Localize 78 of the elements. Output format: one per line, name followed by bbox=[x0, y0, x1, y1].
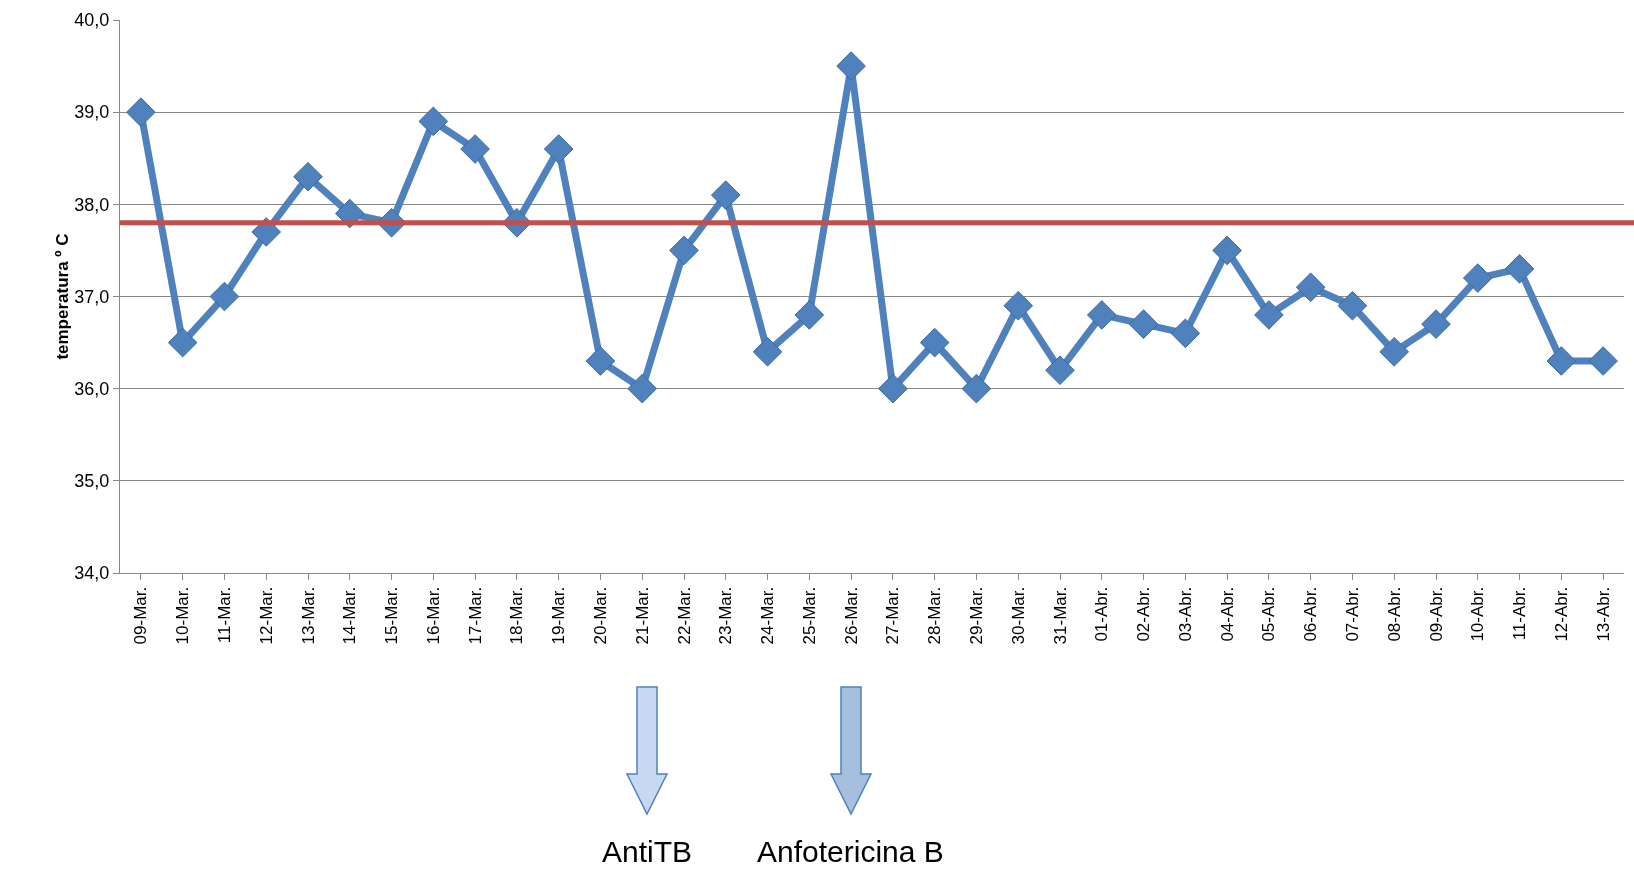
x-tick-label: 25-Mar. bbox=[799, 586, 819, 645]
point bbox=[1379, 337, 1410, 367]
y-tick-label: 39,0 bbox=[74, 102, 110, 123]
x-tick-label: 09-Mar. bbox=[131, 586, 151, 645]
point bbox=[627, 373, 658, 404]
point bbox=[752, 337, 783, 367]
x-tick-label: 21-Mar. bbox=[632, 586, 652, 645]
point bbox=[1003, 290, 1034, 321]
x-tick-label: 22-Mar. bbox=[674, 586, 694, 645]
x-tick-label: 20-Mar. bbox=[590, 586, 610, 645]
y-tick-label: 35,0 bbox=[74, 471, 110, 492]
x-tick-label: 09-Abr. bbox=[1426, 586, 1446, 642]
x-tick-label: 05-Abr. bbox=[1259, 586, 1279, 642]
point bbox=[1045, 355, 1075, 386]
x-tick-label: 07-Abr. bbox=[1342, 586, 1362, 642]
point bbox=[209, 281, 240, 312]
x-tick-label: 04-Abr. bbox=[1217, 586, 1237, 642]
point bbox=[1504, 254, 1535, 284]
x-tick-label: 17-Mar. bbox=[465, 586, 485, 645]
x-tick-label: 10-Mar. bbox=[173, 586, 193, 645]
point bbox=[836, 51, 866, 81]
point bbox=[167, 327, 198, 358]
x-tick-label: 31-Mar. bbox=[1050, 586, 1070, 645]
point bbox=[1212, 235, 1242, 266]
point bbox=[460, 134, 490, 164]
x-tick-label: 18-Mar. bbox=[507, 586, 527, 645]
x-tick-label: 12-Abr. bbox=[1551, 586, 1571, 642]
x-tick-label: 23-Mar. bbox=[716, 586, 736, 645]
point bbox=[293, 161, 323, 192]
x-tick-label: 11-Abr. bbox=[1510, 586, 1530, 641]
x-tick-label: 10-Abr. bbox=[1468, 586, 1488, 642]
x-tick-label: 16-Mar. bbox=[423, 586, 443, 645]
point bbox=[1546, 346, 1577, 376]
point bbox=[1170, 318, 1201, 349]
point bbox=[1254, 300, 1284, 330]
x-tick-label: 26-Mar. bbox=[841, 586, 861, 645]
point bbox=[669, 235, 699, 266]
x-tick-label: 02-Abr. bbox=[1134, 586, 1154, 642]
text: Anfotericina B bbox=[757, 835, 944, 868]
y-tick-label: 34,0 bbox=[74, 563, 110, 584]
point bbox=[919, 327, 950, 358]
point bbox=[1295, 272, 1326, 303]
y-tick-label: 38,0 bbox=[74, 194, 110, 215]
x-tick-label: 08-Abr. bbox=[1384, 586, 1404, 642]
x-tick-label: 30-Mar. bbox=[1008, 586, 1028, 645]
point bbox=[1128, 309, 1159, 339]
x-tick-label: 27-Mar. bbox=[883, 586, 903, 645]
point bbox=[794, 300, 825, 330]
point bbox=[126, 97, 156, 127]
point bbox=[1086, 300, 1117, 330]
x-tick-label: 01-Abr. bbox=[1092, 586, 1112, 642]
point bbox=[1588, 346, 1618, 376]
y-tick-label: 40,0 bbox=[74, 10, 110, 31]
y-tick-label: 37,0 bbox=[74, 286, 110, 307]
x-tick-label: 24-Mar. bbox=[758, 586, 778, 645]
y-axis-title: temperatura º C bbox=[53, 233, 73, 360]
x-tick-label: 29-Mar. bbox=[966, 586, 986, 645]
x-tick-label: 14-Mar. bbox=[340, 586, 360, 645]
x-tick-label: 11-Mar. bbox=[214, 586, 234, 644]
x-tick-label: 13-Mar. bbox=[298, 586, 318, 645]
point bbox=[878, 373, 908, 404]
x-tick-label: 03-Abr. bbox=[1175, 586, 1195, 642]
x-tick-label: 13-Abr. bbox=[1593, 586, 1613, 642]
x-tick-label: 28-Mar. bbox=[925, 586, 945, 645]
point bbox=[543, 134, 574, 164]
point bbox=[585, 346, 616, 376]
y-tick-label: 36,0 bbox=[74, 378, 110, 399]
point bbox=[710, 180, 741, 210]
text: AntiTB bbox=[602, 835, 693, 868]
point bbox=[1462, 263, 1493, 293]
point bbox=[1421, 309, 1451, 339]
point bbox=[1337, 290, 1368, 321]
x-tick-label: 15-Mar. bbox=[382, 586, 402, 645]
x-tick-label: 12-Mar. bbox=[256, 586, 276, 645]
x-tick-label: 19-Mar. bbox=[549, 586, 569, 645]
point bbox=[961, 373, 992, 404]
x-tick-label: 06-Abr. bbox=[1301, 586, 1321, 642]
point bbox=[418, 106, 449, 137]
